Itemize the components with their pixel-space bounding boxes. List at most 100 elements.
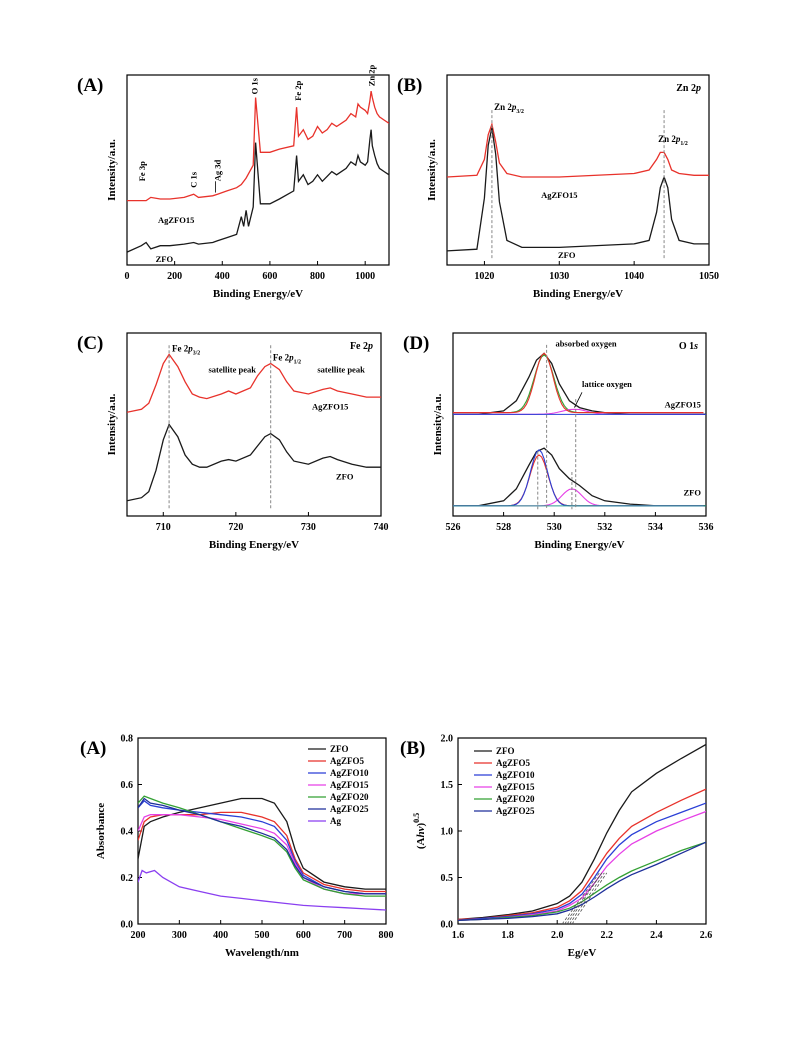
y-tick-label: 0.0 — [121, 920, 134, 931]
x-tick-label: 2.4 — [650, 930, 663, 941]
y-tick-label: 2.0 — [441, 734, 454, 745]
x-tick-label: 528 — [496, 522, 511, 533]
x-axis-label: Binding Energy/eV — [213, 288, 303, 300]
legend-label-agzfo15: AgZFO15 — [312, 401, 348, 411]
series-line-agzfo10 — [458, 802, 706, 921]
chart-panel-4: 200 300 400 500 600 700 800 0.0 0.2 0.4 0.6 0.8 Wave… — [80, 734, 394, 960]
legend-label: AgZFO15 — [330, 780, 369, 790]
x-tick-label: 534 — [648, 522, 663, 533]
series-line-agzfo20 — [138, 795, 386, 897]
y-tick-label: 0.2 — [121, 873, 134, 884]
panel-label: (B) — [400, 738, 425, 759]
extrapolation-line — [571, 872, 608, 925]
x-tick-label: 800 — [310, 271, 325, 282]
legend-label: AgZFO5 — [330, 756, 365, 766]
series-line-ag — [138, 869, 386, 911]
fit-component-line — [453, 352, 704, 414]
legend-label: ZFO — [496, 746, 515, 756]
fit-component-line — [453, 408, 704, 415]
chart-title: Zn 2p — [676, 83, 701, 94]
series-line-agzfo5 — [138, 811, 386, 893]
series-line-agzfo15 — [447, 121, 709, 178]
annotation-o1s: O 1s — [250, 77, 260, 94]
extrapolation-line — [569, 872, 605, 925]
annotation-fe2p12: Fe 2p1/2 — [273, 352, 301, 365]
x-tick-label: 800 — [379, 930, 394, 941]
fit-component-line — [453, 449, 704, 507]
annotation-satellite-2: satellite peak — [317, 365, 365, 375]
legend-label: AgZFO5 — [496, 758, 531, 768]
x-tick-label: 740 — [374, 522, 389, 533]
x-tick-label: 0 — [125, 271, 130, 282]
y-tick-label: 1.0 — [441, 827, 454, 838]
x-tick-label: 532 — [597, 522, 612, 533]
y-tick-label: 0.5 — [441, 873, 454, 884]
x-tick-label: 1020 — [474, 271, 494, 282]
annotation-c1s: C 1s — [189, 171, 199, 188]
plot-frame — [452, 332, 707, 517]
legend-label: Ag — [330, 816, 341, 826]
label-agzfo15: AgZFO15 — [665, 400, 701, 410]
legend-label: AgZFO20 — [496, 794, 535, 804]
annotation-fe2p: Fe 2p — [293, 80, 303, 100]
series-line-agzfo15 — [127, 90, 389, 202]
x-tick-label: 1050 — [699, 271, 719, 282]
y-tick-label: 1.5 — [441, 780, 454, 791]
x-tick-label: 2.0 — [551, 930, 564, 941]
x-tick-label: 1040 — [624, 271, 644, 282]
x-tick-label: 1.6 — [452, 930, 465, 941]
x-axis-label: Wavelength/nm — [225, 947, 299, 959]
plot-frame — [446, 74, 710, 266]
chart-panel-2: 710 720 730 740 Binding Energy/eV Intensity/a… — [77, 332, 389, 551]
chart-title: O 1s — [679, 341, 698, 352]
series-line-agzfo15 — [127, 353, 381, 413]
legend-label-zfo: ZFO — [156, 254, 174, 264]
legend-label: AgZFO15 — [496, 782, 535, 792]
panel-label: (D) — [403, 333, 429, 354]
series-line-agzfo20 — [458, 841, 706, 921]
legend-label: AgZFO20 — [330, 792, 369, 802]
chart-panel-5: 1.6 1.8 2.0 2.2 2.4 2.6 0.0 0.5 1.0 1.5 2.0 Eg/eV (A… — [400, 734, 712, 960]
y-tick-label: 0.4 — [121, 827, 134, 838]
legend-label: AgZFO25 — [330, 804, 369, 814]
legend-label-agzfo15: AgZFO15 — [541, 190, 577, 200]
x-tick-label: 600 — [262, 271, 277, 282]
series-line-agzfo25 — [458, 841, 706, 921]
panel-label: (C) — [77, 333, 103, 354]
y-axis-label: Absorbance — [95, 803, 107, 859]
y-axis-label: Intensity/a.u. — [432, 393, 444, 455]
chart-panel-3: 526 528 530 532 534 536 Binding Energy/eV Inten… — [403, 332, 714, 551]
series-line-agzfo5 — [458, 788, 706, 921]
x-tick-label: 500 — [255, 930, 270, 941]
legend-label: AgZFO10 — [330, 768, 369, 778]
x-tick-label: 1000 — [355, 271, 375, 282]
series-line-zfo — [138, 797, 386, 890]
extrapolation-line — [566, 872, 603, 925]
chart-panel-1: 1020 1030 1040 1050 Binding Energy/eV Intensi… — [397, 74, 719, 300]
label-zfo: ZFO — [683, 488, 701, 498]
x-tick-label: 600 — [296, 930, 311, 941]
annotation-zn2p: Zn 2p — [367, 64, 377, 86]
x-tick-label: 200 — [167, 271, 182, 282]
series-line-zfo — [447, 127, 709, 252]
annotation-fe2p32: Fe 2p3/2 — [172, 343, 200, 356]
series-line-agzfo15 — [453, 352, 706, 415]
x-tick-label: 526 — [446, 522, 461, 533]
x-axis-label: Binding Energy/eV — [534, 539, 624, 551]
x-tick-label: 2.6 — [700, 930, 713, 941]
x-tick-label: 400 — [213, 930, 228, 941]
series-line-agzfo25 — [138, 797, 386, 895]
panel-label: (B) — [397, 75, 422, 96]
x-tick-label: 1.8 — [501, 930, 514, 941]
legend-label-zfo: ZFO — [558, 250, 576, 260]
series-line-agzfo15 — [138, 814, 386, 895]
chart-panel-0: 0 200 400 600 800 1000 Binding Energy/eV Intens… — [77, 64, 390, 300]
annotation-satellite-1: satellite peak — [209, 365, 257, 375]
x-axis-label: Binding Energy/eV — [533, 288, 623, 300]
x-tick-label: 2.2 — [601, 930, 614, 941]
x-tick-label: 720 — [228, 522, 243, 533]
y-tick-label: 0.0 — [441, 920, 454, 931]
panel-label: (A) — [77, 75, 103, 96]
annotation-absorbed-oxygen: absorbed oxygen — [555, 339, 616, 349]
